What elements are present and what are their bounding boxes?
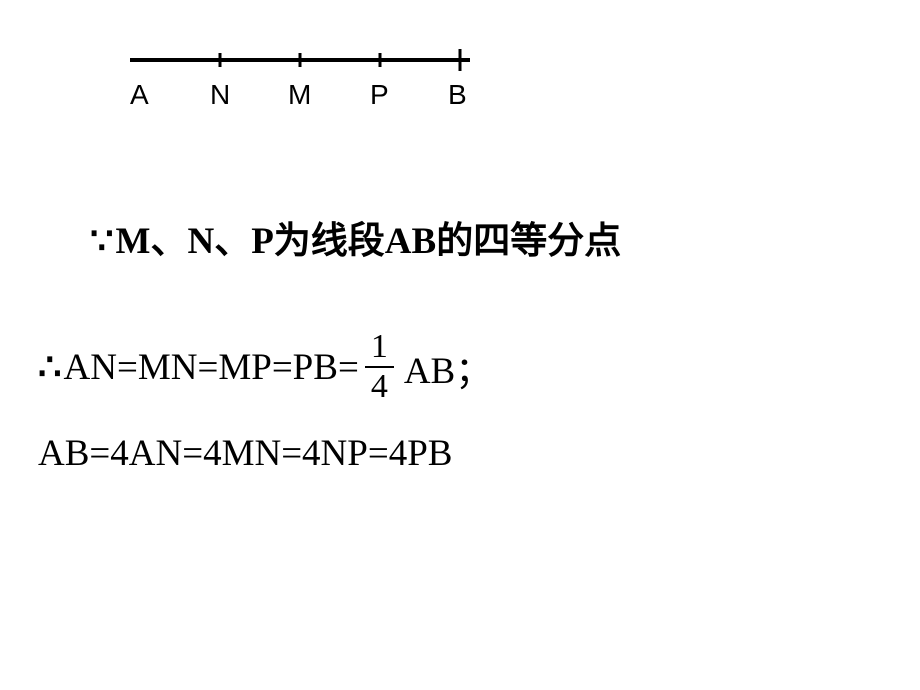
fraction-denominator: 4 bbox=[365, 366, 394, 404]
statement-therefore-2: AB=4AN=4MN=4NP=4PB bbox=[38, 432, 452, 475]
point-label-B: B bbox=[448, 79, 467, 111]
point-label-M: M bbox=[288, 79, 311, 111]
segment-diagram: ANMPB bbox=[130, 45, 470, 119]
point-label-P: P bbox=[370, 79, 389, 111]
fraction-numerator: 1 bbox=[365, 330, 394, 366]
eq-left: AN=MN=MP=PB= bbox=[64, 346, 359, 389]
line-svg bbox=[130, 45, 470, 75]
statement1-text: M、N、P为线段AB的四等分点 bbox=[116, 221, 622, 262]
fraction: 1 4 bbox=[365, 330, 394, 404]
point-label-N: N bbox=[210, 79, 230, 111]
eq-right: AB； bbox=[404, 340, 492, 394]
point-label-A: A bbox=[130, 79, 149, 111]
line-container bbox=[130, 45, 470, 75]
point-labels: ANMPB bbox=[130, 79, 470, 119]
statement-therefore-1: ∴ AN=MN=MP=PB= 1 4 AB； bbox=[38, 330, 492, 404]
statement-because: ∵M、N、P为线段AB的四等分点 bbox=[90, 210, 621, 264]
therefore-symbol: ∴ bbox=[38, 345, 62, 389]
eq-line3: AB=4AN=4MN=4NP=4PB bbox=[38, 433, 452, 474]
because-symbol: ∵ bbox=[90, 221, 114, 262]
